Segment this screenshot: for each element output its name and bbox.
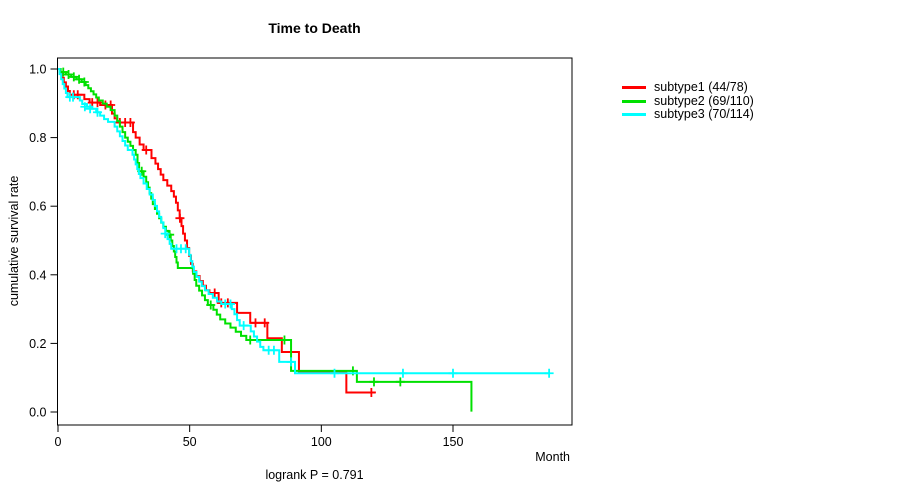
censor-marks xyxy=(65,92,554,378)
censor-marks xyxy=(69,90,376,397)
survival-curve-2 xyxy=(58,67,473,412)
legend-label-subtype3: subtype3 (70/114) xyxy=(654,106,754,121)
legend-line-subtype2 xyxy=(622,99,646,103)
y-tick-label: 0.4 xyxy=(29,268,46,282)
y-tick-label: 0.6 xyxy=(29,200,46,214)
y-tick-label: 0.0 xyxy=(29,406,46,420)
legend-line-subtype1 xyxy=(622,86,646,90)
legend-item-subtype1: subtype1 (44/78) xyxy=(622,81,754,94)
chart-title: Time to Death xyxy=(268,20,361,36)
censor-marks xyxy=(58,67,405,387)
step-line xyxy=(58,68,473,412)
logrank-pvalue-annotation: logrank P = 0.791 xyxy=(265,468,364,482)
legend-label-subtype1: subtype1 (44/78) xyxy=(654,80,748,95)
plot-border-box xyxy=(57,57,573,426)
step-line xyxy=(58,68,376,394)
x-tick-label: 150 xyxy=(443,435,464,449)
legend-item-subtype2: subtype2 (69/110) xyxy=(622,94,754,107)
x-tick-label: 0 xyxy=(55,435,62,449)
x-axis-ticks: 0 50 100 150 xyxy=(55,425,464,449)
y-axis-title: cumulative survival rate xyxy=(7,175,21,307)
y-tick-label: 0.8 xyxy=(29,131,46,145)
survival-curve-3 xyxy=(58,68,554,378)
legend-item-subtype3: subtype3 (70/114) xyxy=(622,106,754,121)
y-tick-label: 1.0 xyxy=(29,63,46,77)
legend-label-subtype2: subtype2 (69/110) xyxy=(654,93,754,108)
legend-line-subtype3 xyxy=(622,112,646,116)
x-tick-label: 50 xyxy=(183,435,197,449)
y-tick-label: 0.2 xyxy=(29,337,46,351)
x-axis-title: Month xyxy=(535,450,570,464)
step-line xyxy=(58,68,550,375)
legend: subtype1 (44/78) subtype2 (69/110) subty… xyxy=(622,81,754,121)
x-tick-label: 100 xyxy=(311,435,332,449)
y-axis-ticks: 0.0 0.2 0.4 0.6 0.8 1.0 xyxy=(29,63,58,420)
